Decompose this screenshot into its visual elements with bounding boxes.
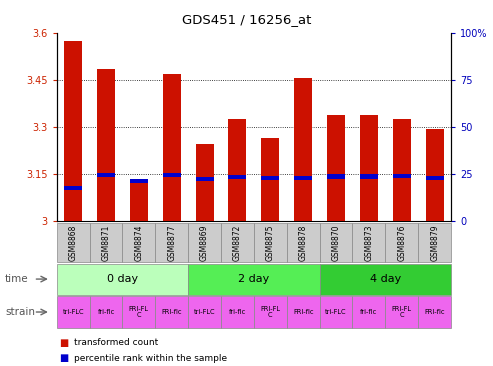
Bar bbox=[360, 175, 378, 179]
Bar bbox=[196, 177, 213, 181]
Bar bbox=[294, 176, 312, 180]
Text: fri-flc: fri-flc bbox=[360, 309, 378, 315]
Text: FRI-FL
C: FRI-FL C bbox=[129, 306, 149, 318]
Text: time: time bbox=[5, 274, 29, 284]
Text: GDS451 / 16256_at: GDS451 / 16256_at bbox=[182, 13, 311, 26]
Text: FRI-flc: FRI-flc bbox=[424, 309, 445, 315]
Bar bbox=[393, 174, 411, 178]
Text: GSM8868: GSM8868 bbox=[69, 224, 77, 261]
Bar bbox=[64, 41, 82, 221]
Bar bbox=[393, 119, 411, 221]
Bar bbox=[327, 115, 345, 221]
Bar bbox=[130, 182, 148, 221]
Text: GSM8877: GSM8877 bbox=[167, 224, 176, 261]
Text: ■: ■ bbox=[59, 353, 69, 363]
Text: GSM8876: GSM8876 bbox=[397, 224, 406, 261]
Text: GSM8871: GSM8871 bbox=[102, 224, 110, 261]
Text: GSM8875: GSM8875 bbox=[266, 224, 275, 261]
Bar bbox=[294, 78, 312, 221]
Text: transformed count: transformed count bbox=[74, 339, 158, 347]
Bar bbox=[425, 176, 444, 180]
Bar bbox=[261, 176, 280, 180]
Text: FRI-FL
C: FRI-FL C bbox=[260, 306, 281, 318]
Text: GSM8878: GSM8878 bbox=[299, 224, 308, 261]
Bar bbox=[97, 173, 115, 177]
Text: 0 day: 0 day bbox=[107, 274, 138, 284]
Bar bbox=[64, 186, 82, 190]
Bar bbox=[163, 173, 181, 177]
Text: GSM8874: GSM8874 bbox=[135, 224, 143, 261]
Text: GSM8873: GSM8873 bbox=[364, 224, 373, 261]
Text: fri-flc: fri-flc bbox=[98, 309, 114, 315]
Bar bbox=[327, 175, 345, 179]
Text: GSM8879: GSM8879 bbox=[430, 224, 439, 261]
Bar bbox=[97, 69, 115, 221]
Text: 4 day: 4 day bbox=[370, 274, 401, 284]
Bar bbox=[228, 175, 246, 179]
Bar bbox=[196, 145, 213, 221]
Text: FRI-FL
C: FRI-FL C bbox=[392, 306, 412, 318]
Text: percentile rank within the sample: percentile rank within the sample bbox=[74, 354, 227, 363]
Bar bbox=[261, 138, 280, 221]
Text: strain: strain bbox=[5, 307, 35, 317]
Text: tri-FLC: tri-FLC bbox=[194, 309, 215, 315]
Text: GSM8869: GSM8869 bbox=[200, 224, 209, 261]
Text: FRI-flc: FRI-flc bbox=[293, 309, 314, 315]
Bar bbox=[425, 129, 444, 221]
Text: FRI-flc: FRI-flc bbox=[162, 309, 182, 315]
Text: GSM8870: GSM8870 bbox=[332, 224, 341, 261]
Text: 2 day: 2 day bbox=[238, 274, 270, 284]
Bar bbox=[130, 179, 148, 183]
Text: tri-FLC: tri-FLC bbox=[62, 309, 84, 315]
Text: fri-flc: fri-flc bbox=[229, 309, 246, 315]
Text: GSM8872: GSM8872 bbox=[233, 224, 242, 261]
Text: ■: ■ bbox=[59, 338, 69, 348]
Bar bbox=[163, 74, 181, 221]
Text: tri-FLC: tri-FLC bbox=[325, 309, 347, 315]
Bar bbox=[228, 119, 246, 221]
Bar bbox=[360, 115, 378, 221]
